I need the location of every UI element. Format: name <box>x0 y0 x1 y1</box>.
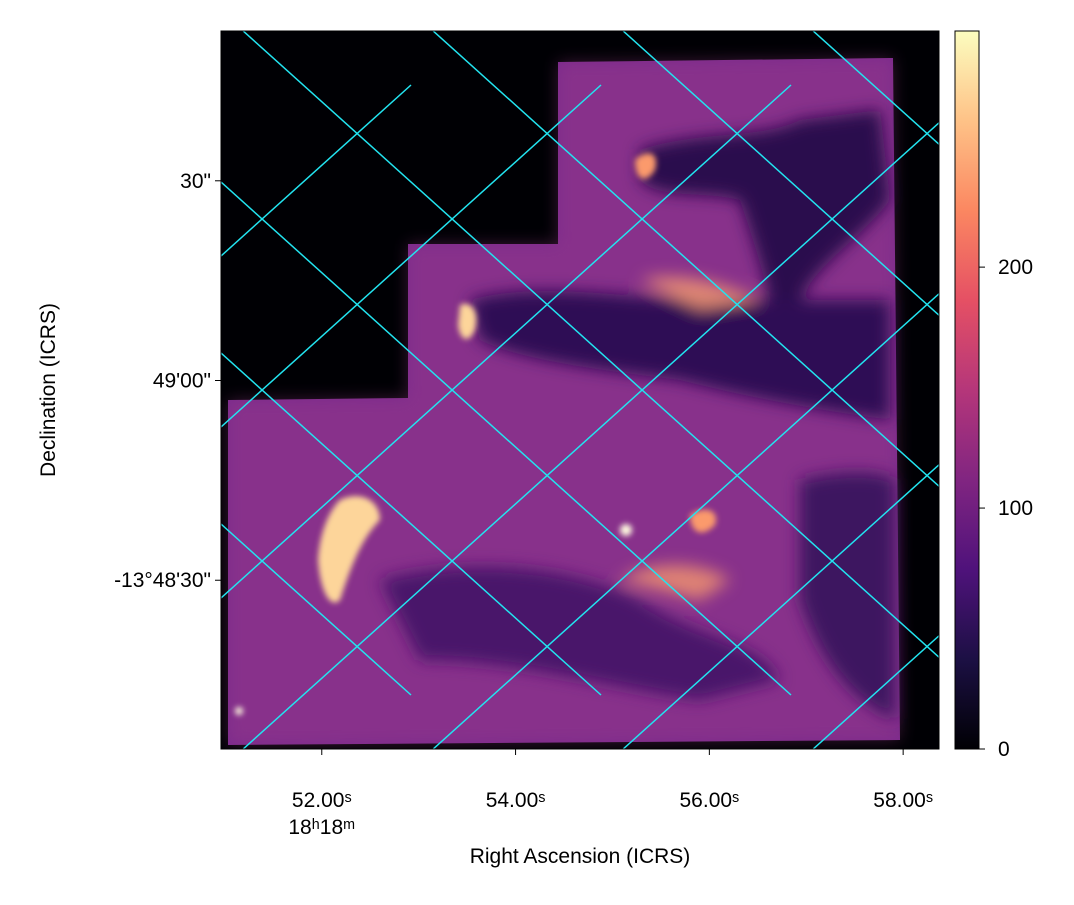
grid-line <box>622 463 939 749</box>
x-tick-label: 56.00ˢ <box>680 789 740 812</box>
colorbar-tick-label: 0 <box>998 738 1010 761</box>
y-tick-label: -13°48'30" <box>114 569 211 592</box>
grid-line <box>242 31 939 659</box>
y-tick-label: 30" <box>180 170 211 193</box>
grid-line <box>981 85 1074 769</box>
grid-line <box>0 11 31 695</box>
colorbar-tick-label: 100 <box>998 497 1033 520</box>
colorbar <box>954 30 980 750</box>
grid-line <box>432 292 939 749</box>
grid-line <box>432 31 939 488</box>
grid-line <box>622 31 939 317</box>
x-tick-label: 54.00ˢ <box>486 789 546 812</box>
x-axis-label: Right Ascension (ICRS) <box>470 845 691 868</box>
grid-line <box>221 522 412 696</box>
grid-line <box>221 84 792 600</box>
grid-line <box>812 31 939 146</box>
grid-line <box>981 11 1074 695</box>
grid-line <box>221 84 602 429</box>
grid-line <box>221 351 602 696</box>
grid-line <box>0 85 31 769</box>
grid-line <box>221 693 222 695</box>
x-major-label: 18ʰ18ᵐ <box>288 816 355 839</box>
x-tick-label: 58.00ˢ <box>873 789 933 812</box>
colorbar-tick-label: 200 <box>998 256 1033 279</box>
grid-line <box>812 634 939 749</box>
plot-frame <box>220 30 940 750</box>
grid-line <box>221 84 412 258</box>
coordinate-grid <box>0 11 1074 769</box>
y-axis-label: Declination (ICRS) <box>37 303 60 477</box>
image <box>0 11 1074 769</box>
y-tick-label: 49'00" <box>153 370 211 393</box>
grid-line <box>242 121 939 749</box>
x-tick-label: 52.00ˢ <box>292 789 352 812</box>
grid-line <box>221 180 792 696</box>
